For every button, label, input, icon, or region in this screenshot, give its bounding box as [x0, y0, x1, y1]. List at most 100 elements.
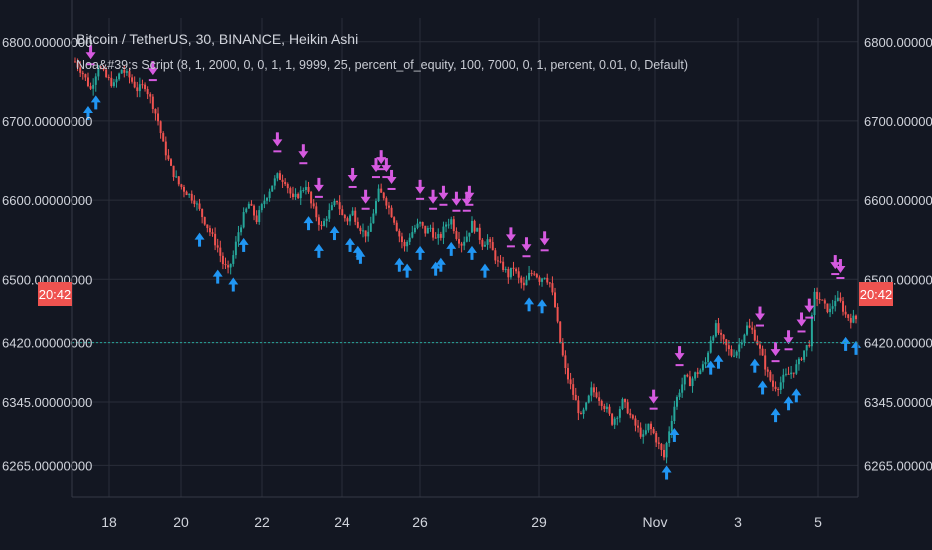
sell-arrow-head [451, 198, 462, 206]
candle-body [577, 400, 580, 414]
sell-arrow-stem [275, 132, 279, 141]
buy-arrow-stem [348, 243, 352, 252]
candle-body [751, 327, 754, 330]
candle-body [317, 217, 320, 225]
candle-body [92, 84, 95, 89]
candle-body [307, 186, 310, 192]
candle-body [735, 351, 738, 356]
sell-dash [377, 168, 386, 171]
candle-body [515, 268, 518, 272]
buy-arrow-head [430, 261, 441, 269]
strategy-label[interactable]: Noa&#39;s Script (8, 1, 2000, 0, 0, 1, 1… [76, 58, 688, 72]
candle-body [455, 231, 458, 239]
sell-dash [462, 209, 471, 212]
candle-body [800, 358, 803, 360]
candle-body [647, 423, 650, 431]
candle-body [489, 239, 492, 243]
buy-signal-marker [757, 380, 768, 395]
buy-signal-marker [537, 299, 548, 314]
sell-arrow-stem [787, 330, 791, 339]
sell-dash [416, 197, 425, 200]
countdown-badge-right[interactable] [859, 282, 893, 306]
candle-body [465, 236, 468, 242]
x-tick-label: 24 [334, 514, 350, 530]
countdown-badge-left[interactable] [38, 282, 72, 306]
sell-dash [86, 63, 95, 66]
candle-body [712, 336, 715, 341]
y-tick-label-right: 6265.00000000 [864, 458, 932, 473]
candle-body [764, 355, 767, 370]
sell-signal-marker [272, 132, 283, 153]
sell-signal-marker [313, 177, 324, 198]
candle-body [291, 193, 294, 198]
candle-body [605, 406, 608, 409]
sell-signal-marker [428, 189, 439, 210]
buy-arrow-head [82, 105, 93, 113]
buy-signal-marker [345, 237, 356, 252]
candle-body [359, 227, 362, 232]
buy-arrow-head [661, 465, 672, 473]
sell-arrow-head [313, 184, 324, 192]
sell-arrow-head [381, 165, 392, 173]
candle-body [369, 223, 372, 232]
axes[interactable]: 6800.00000000 6800.00000000 6700.00000000 6… [2, 0, 932, 530]
candle-body [115, 79, 118, 83]
candle-body [626, 402, 629, 414]
sell-signal-marker [754, 306, 765, 327]
candle-body [162, 133, 165, 142]
candle-body [439, 234, 442, 238]
candle-body [281, 179, 284, 182]
candle-body [74, 61, 76, 63]
sell-arrow-stem [89, 45, 93, 54]
sell-dash [314, 195, 323, 198]
buy-arrow-head [303, 216, 314, 224]
candle-body [102, 68, 105, 70]
candle-body [356, 221, 359, 228]
sell-arrow-head [376, 157, 387, 165]
candle-body [89, 86, 92, 89]
sell-arrow-stem [838, 259, 842, 268]
signal-markers [82, 45, 861, 480]
candle-body [271, 185, 274, 192]
candle-body [520, 277, 523, 283]
sell-dash [371, 176, 380, 179]
sell-arrow-head [415, 186, 426, 194]
buy-arrow-head [194, 232, 205, 240]
candle-body [725, 339, 728, 346]
candle-body [574, 394, 577, 401]
buy-signal-marker [415, 245, 426, 260]
candle-body [561, 342, 564, 356]
candle-body [320, 224, 323, 226]
candle-body [504, 269, 507, 271]
candle-body [429, 227, 432, 229]
candle-body [784, 373, 787, 375]
candle-body [198, 203, 201, 209]
candle-body [499, 261, 502, 263]
sell-signal-marker [796, 312, 807, 333]
buy-arrow-stem [470, 251, 474, 260]
buy-arrow-stem [94, 101, 98, 110]
candle-body [826, 303, 829, 313]
candle-body [310, 191, 313, 204]
candles [74, 57, 857, 464]
candle-body [323, 220, 326, 226]
buy-arrow-stem [434, 267, 438, 276]
sell-arrow-stem [379, 150, 383, 159]
sell-arrow-head [648, 396, 659, 404]
sell-arrow-head [147, 68, 158, 76]
symbol-title[interactable]: Bitcoin / TetherUS, 30, BINANCE, Heikin … [76, 31, 359, 47]
sell-dash [805, 316, 814, 319]
candle-body [486, 239, 489, 245]
candle-body [232, 255, 235, 264]
candle-body [413, 227, 416, 233]
sell-signal-marker [648, 389, 659, 410]
candle-body [823, 300, 826, 304]
candle-body [346, 218, 349, 222]
sell-arrow-head [674, 353, 685, 361]
candle-body [790, 372, 793, 375]
candle-body [782, 374, 785, 383]
candle-body [263, 200, 266, 205]
sell-dash [755, 324, 764, 327]
buy-signal-marker [303, 216, 314, 231]
